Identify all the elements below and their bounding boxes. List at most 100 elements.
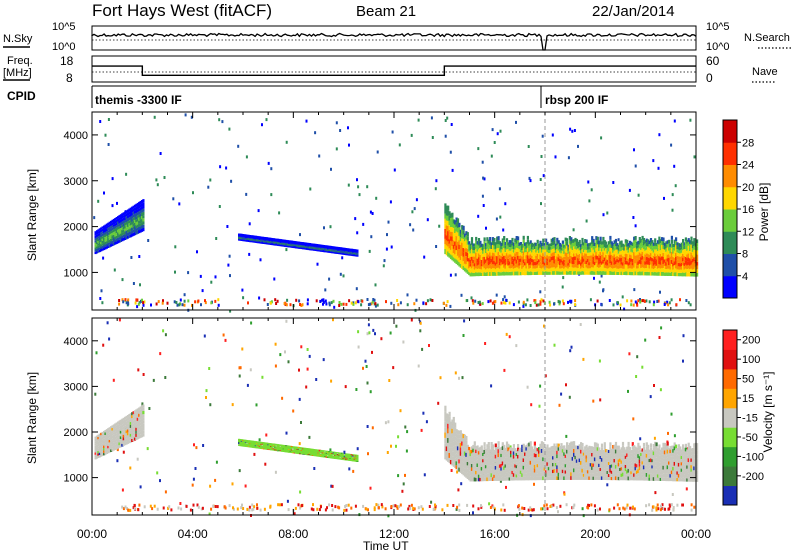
ground-scatter [212,504,215,508]
range-cell [283,245,287,247]
range-cell [342,252,345,254]
range-cell [239,443,242,445]
range-cell [253,442,256,444]
range-cell [126,441,130,444]
range-cell [477,241,481,246]
range-cell [536,271,539,275]
range-cell [564,237,567,242]
scatter-point [392,366,395,370]
range-cell [559,262,562,266]
range-cell [121,438,124,442]
range-cell [550,253,553,257]
range-cell [288,240,291,242]
range-cell [524,245,527,250]
range-cell [596,244,599,249]
range-cell [100,432,103,436]
range-cell [238,234,241,236]
range-cell [645,246,648,250]
range-cell [315,454,319,456]
range-cell [631,242,634,246]
range-cell [126,209,130,213]
scatter-point [153,115,156,119]
range-cell [507,272,510,276]
ground-scatter [217,298,220,302]
range-cell [98,438,101,441]
range-cell [310,248,313,250]
range-cell [132,208,135,212]
range-cell [278,241,281,242]
scatter-point [139,283,141,287]
scatter-point [323,226,325,230]
range-cell [246,236,249,237]
range-cell [675,237,678,242]
range-cell [251,440,255,442]
range-cell [452,227,455,232]
ground-scatter [157,300,160,304]
ground-scatter [558,302,561,306]
range-cell [340,248,344,250]
range-cell [142,221,145,225]
range-cell [584,242,587,247]
range-cell [623,250,626,254]
range-cell [614,253,618,257]
ground-scatter [390,301,393,305]
range-cell [573,267,576,272]
range-cell [244,442,248,444]
range-cell [352,252,355,254]
range-cell [614,271,618,275]
range-cell [314,449,317,451]
range-cell [599,263,602,268]
range-cell [250,241,253,243]
range-cell [254,444,257,446]
range-cell [128,223,131,227]
range-cell [623,259,626,263]
range-cell [240,441,243,443]
range-cell [578,260,581,265]
range-cell [307,451,310,453]
range-cell [538,265,541,269]
ground-scatter [242,507,245,510]
range-cell [278,447,281,449]
scatter-point [207,185,210,189]
range-cell [613,264,616,268]
range-cell [475,272,478,277]
range-cell [522,271,525,276]
range-cell [335,248,338,249]
range-cell [623,265,626,269]
range-cell [239,439,242,440]
range-cell [140,415,144,419]
range-cell [505,238,509,242]
scatter-point [422,411,425,415]
range-cell [238,236,241,238]
range-cell [311,452,314,454]
range-cell [310,450,313,451]
range-cell [302,242,305,244]
range-cell [349,248,352,250]
range-cell [313,248,316,250]
range-cell [689,254,692,259]
range-cell [532,262,535,266]
range-cell [306,243,309,245]
range-cell [308,243,312,245]
range-cell [491,244,495,249]
ground-scatter [652,303,655,307]
range-cell [251,236,255,237]
range-cell [327,246,330,248]
range-cell [543,255,546,259]
range-cell [577,241,580,246]
range-cell [584,264,587,268]
range-cell [665,269,668,273]
range-cell [531,255,534,259]
range-cell [133,229,137,233]
range-cell [286,447,289,449]
range-cell [696,239,699,244]
range-cell [124,211,127,215]
range-cell [561,247,564,251]
range-cell [133,413,137,417]
scatter-point [238,366,241,370]
range-cell [138,211,141,215]
range-cell [610,251,613,255]
range-cell [687,268,690,273]
range-cell [591,267,594,271]
range-cell [532,259,535,263]
